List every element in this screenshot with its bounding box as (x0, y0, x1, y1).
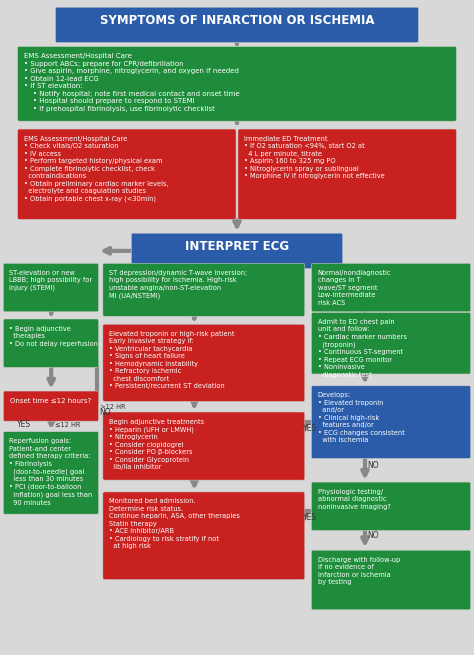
FancyBboxPatch shape (103, 492, 305, 580)
Text: ST-elevation or new
LBBB; high possibility for
injury (STEMI): ST-elevation or new LBBB; high possibili… (9, 270, 92, 291)
Text: NO: NO (367, 531, 379, 540)
Text: Physiologic testing/
abnormal diagnostic
noninvasive imaging?: Physiologic testing/ abnormal diagnostic… (318, 489, 391, 510)
FancyBboxPatch shape (18, 129, 236, 219)
FancyBboxPatch shape (311, 550, 471, 610)
Text: Onset time ≤12 hours?: Onset time ≤12 hours? (10, 398, 91, 403)
FancyBboxPatch shape (3, 391, 99, 421)
FancyBboxPatch shape (103, 324, 305, 402)
Text: EMS Assessment/Hospital Care
• Support ABCs; prepare for CPR/defibrillation
• Gi: EMS Assessment/Hospital Care • Support A… (24, 53, 239, 111)
Text: Monitored bed admission.
Determine risk status.
Continue heparin, ASA, other the: Monitored bed admission. Determine risk … (109, 498, 240, 550)
Text: Normal/nondiagnostic
changes in T
wave/ST segment
Low-intermediate
risk ACS: Normal/nondiagnostic changes in T wave/S… (318, 270, 391, 306)
Text: YES: YES (303, 513, 318, 522)
Text: YES: YES (17, 420, 31, 429)
Text: INTERPRET ECG: INTERPRET ECG (185, 240, 289, 253)
Text: SYMPTOMS OF INFARCTION OR ISCHEMIA: SYMPTOMS OF INFARCTION OR ISCHEMIA (100, 14, 374, 27)
FancyBboxPatch shape (238, 129, 456, 219)
FancyBboxPatch shape (311, 482, 471, 531)
FancyBboxPatch shape (3, 263, 99, 312)
FancyBboxPatch shape (131, 233, 343, 269)
Text: • Begin adjunctive
  therapies
• Do not delay reperfusion: • Begin adjunctive therapies • Do not de… (9, 326, 99, 346)
Text: Elevated troponin or high-risk patient
Early invasive strategy if:
• Ventricular: Elevated troponin or high-risk patient E… (109, 331, 235, 389)
FancyBboxPatch shape (311, 263, 471, 312)
FancyBboxPatch shape (3, 432, 99, 514)
Text: Reperfusion goals:
Patient-and center
defined therapy criteria:
• Fibrinolysis
 : Reperfusion goals: Patient-and center de… (9, 438, 93, 506)
FancyBboxPatch shape (311, 312, 471, 374)
Text: Immediate ED Treatment
• If O2 saturation <94%, start O2 at
  4 L per minute, ti: Immediate ED Treatment • If O2 saturatio… (244, 136, 385, 179)
Text: Discharge with follow-up
if no evidence of
infarction or ischemia
by testing: Discharge with follow-up if no evidence … (318, 557, 400, 586)
FancyBboxPatch shape (55, 7, 419, 43)
FancyBboxPatch shape (3, 319, 99, 367)
Text: NO: NO (367, 461, 379, 470)
FancyBboxPatch shape (103, 412, 305, 480)
Text: Begin adjunctive treatments
• Heparin (UFH or LMWH)
• Nitroglycerin
• Consider c: Begin adjunctive treatments • Heparin (U… (109, 419, 204, 470)
Text: YES: YES (303, 424, 318, 433)
Text: EMS Assessment/Hospital Care
• Check vitals/O2 saturation
• IV access
• Perform : EMS Assessment/Hospital Care • Check vit… (24, 136, 168, 202)
Text: Develops:
• Elevated troponin
  and/or
• Clinical high-risk
  features and/or
• : Develops: • Elevated troponin and/or • C… (318, 392, 404, 443)
Text: ≤12 HR: ≤12 HR (55, 422, 80, 428)
FancyBboxPatch shape (103, 263, 305, 316)
Text: Admit to ED chest pain
unit and follow:
• Cardiac marker numbers
  (troponin)
• : Admit to ED chest pain unit and follow: … (318, 319, 407, 378)
Text: ST depression/dynamic T-wave inversion;
high possibility for ischemia. High-risk: ST depression/dynamic T-wave inversion; … (109, 270, 247, 299)
Text: NO: NO (100, 407, 111, 417)
FancyBboxPatch shape (18, 47, 456, 121)
Text: >12 HR: >12 HR (100, 404, 125, 411)
FancyBboxPatch shape (311, 386, 471, 458)
